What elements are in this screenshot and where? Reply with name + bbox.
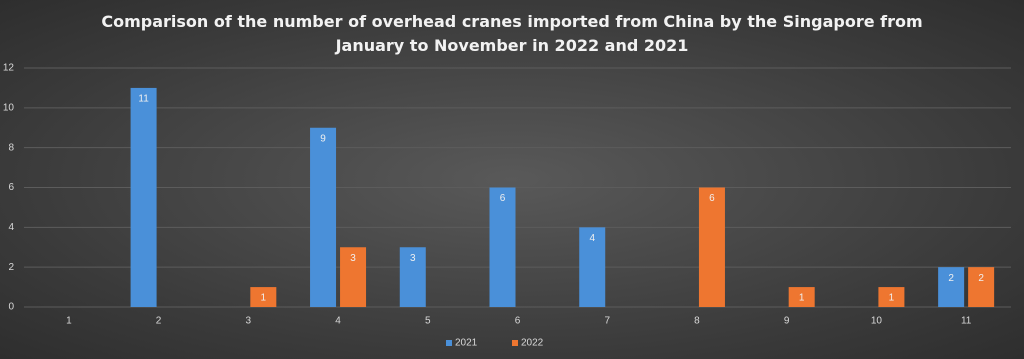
x-tick-label: 10: [871, 316, 883, 327]
legend-label: 2022: [521, 338, 544, 349]
data-label: 3: [350, 253, 356, 264]
y-tick-label: 2: [8, 262, 14, 273]
bar: [310, 127, 337, 307]
x-tick-label: 3: [246, 316, 252, 327]
bar: [968, 267, 995, 307]
bar: [130, 87, 157, 308]
data-label: 11: [138, 94, 149, 105]
y-tick-label: 8: [8, 142, 14, 153]
bar: [399, 247, 426, 307]
y-tick-label: 10: [3, 102, 15, 113]
chart-title: Comparison of the number of overhead cra…: [101, 12, 923, 55]
x-tick-label: 6: [515, 316, 521, 327]
x-tick-label: 9: [784, 316, 790, 327]
x-tick-label: 7: [604, 316, 610, 327]
bar: [250, 287, 277, 307]
data-label: 1: [799, 293, 805, 304]
bar: [698, 187, 725, 307]
bar: [878, 287, 905, 307]
x-tick-label: 2: [156, 316, 162, 327]
data-label: 6: [709, 193, 715, 204]
data-label: 3: [410, 253, 416, 264]
y-tick-label: 4: [8, 222, 14, 233]
y-tick-label: 6: [8, 182, 14, 193]
data-label: 6: [500, 193, 506, 204]
data-label: 2: [948, 273, 954, 284]
x-tick-label: 4: [335, 316, 341, 327]
x-tick-label: 5: [425, 316, 431, 327]
x-tick-label: 8: [694, 316, 700, 327]
legend-label: 2021: [455, 338, 478, 349]
data-label: 9: [320, 133, 326, 144]
y-tick-label: 0: [8, 302, 14, 313]
bar: [489, 187, 516, 307]
data-label: 1: [889, 293, 895, 304]
legend-swatch: [446, 340, 452, 346]
data-label: 4: [589, 233, 595, 244]
bar: [579, 227, 606, 307]
data-label: 1: [261, 293, 267, 304]
data-label: 2: [978, 273, 984, 284]
x-tick-label: 1: [66, 316, 72, 327]
bar: [340, 247, 367, 307]
y-tick-label: 12: [3, 63, 15, 74]
bar: [788, 287, 815, 307]
bar: [938, 267, 965, 307]
x-tick-label: 11: [961, 316, 972, 327]
legend-swatch: [512, 340, 518, 346]
